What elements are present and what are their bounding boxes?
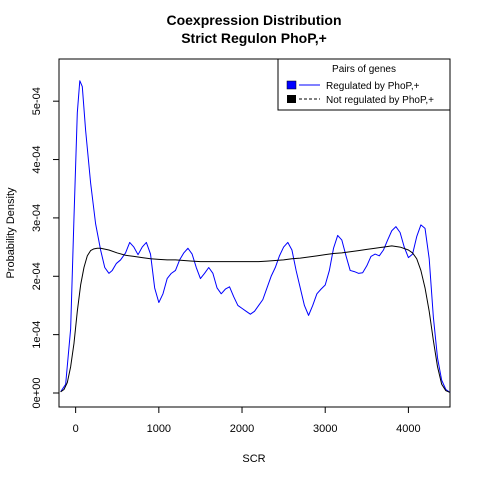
y-tick-label: 4e-04 [31, 145, 43, 173]
legend-swatch-not-regulated [287, 95, 296, 103]
y-tick-label: 1e-04 [31, 321, 43, 349]
x-tick-label: 4000 [396, 423, 420, 435]
y-tick-label: 2e-04 [31, 262, 43, 290]
legend-title: Pairs of genes [332, 64, 396, 75]
x-tick-label: 1000 [147, 423, 171, 435]
x-tick-label: 3000 [313, 423, 337, 435]
y-axis: 0e+00 1e-04 2e-04 3e-04 4e-04 5e-04 [31, 87, 59, 408]
y-tick-label: 5e-04 [31, 87, 43, 115]
x-tick-label: 2000 [230, 423, 254, 435]
plot-frame [58, 58, 451, 408]
x-tick-label: 0 [73, 423, 79, 435]
legend-label-not-regulated: Not regulated by PhoP,+ [326, 95, 434, 106]
chart-title-line-1: Coexpression Distribution [166, 12, 341, 28]
legend-label-regulated: Regulated by PhoP,+ [326, 81, 420, 92]
y-axis-label: Probability Density [5, 187, 17, 279]
y-tick-label: 3e-04 [31, 204, 43, 232]
x-axis-label: SCR [242, 453, 265, 465]
series-layer [60, 80, 451, 393]
legend-swatch-regulated [286, 80, 297, 90]
series-not-regulated-line [60, 245, 451, 393]
y-tick-label: 0e+00 [31, 378, 43, 409]
chart-title-line-2: Strict Regulon PhoP,+ [181, 30, 327, 46]
x-axis: 0 1000 2000 3000 4000 [73, 407, 421, 435]
legend: Pairs of genes Regulated by PhoP,+ Not r… [277, 58, 451, 111]
